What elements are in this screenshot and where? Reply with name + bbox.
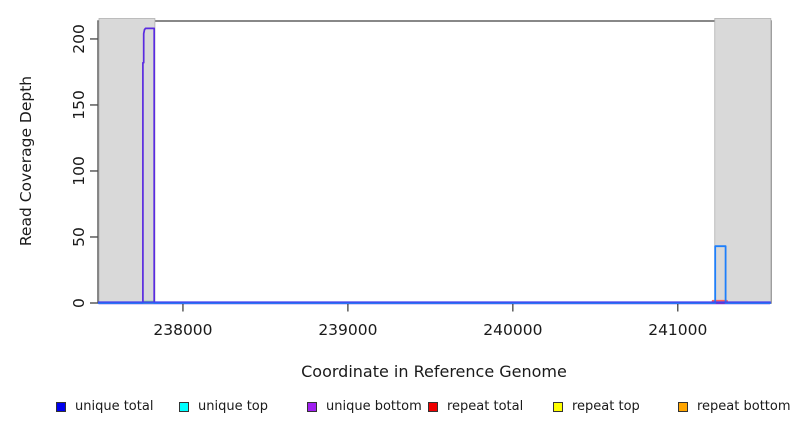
y-tick-label: 150: [70, 90, 88, 120]
legend-label-repeat-bottom: repeat bottom: [697, 399, 791, 414]
legend: unique total unique top unique bottom re…: [0, 399, 792, 417]
y-tick-label: 0: [70, 298, 88, 308]
legend-label-repeat-total: repeat total: [447, 399, 524, 414]
series-unique-top: [98, 245, 771, 304]
legend-swatch-repeat-total: [428, 402, 438, 412]
y-tick-label: 200: [70, 24, 88, 54]
legend-item-unique-top: unique top: [179, 399, 268, 415]
left-masked-region: [98, 18, 156, 304]
legend-swatch-unique-bottom: [307, 402, 317, 412]
y-tick-label: 50: [70, 227, 88, 247]
x-tick-label: 241000: [648, 321, 707, 339]
legend-swatch-repeat-bottom: [678, 402, 688, 412]
y-tick-label: 100: [70, 156, 88, 186]
legend-swatch-unique-top: [179, 402, 189, 412]
legend-label-unique-top: unique top: [198, 399, 269, 414]
x-tick-label: 238000: [153, 321, 212, 339]
legend-swatch-repeat-top: [553, 402, 563, 412]
legend-item-unique-total: unique total: [56, 399, 153, 415]
legend-item-unique-bottom: unique bottom: [307, 399, 422, 415]
right-masked-region: [714, 18, 772, 304]
legend-item-repeat-top: repeat top: [553, 399, 640, 415]
legend-item-repeat-bottom: repeat bottom: [678, 399, 791, 415]
legend-label-repeat-top: repeat top: [572, 399, 640, 414]
legend-label-unique-total: unique total: [75, 399, 154, 414]
x-axis-title: Coordinate in Reference Genome: [301, 362, 567, 381]
legend-item-repeat-total: repeat total: [428, 399, 523, 415]
x-tick-label: 240000: [483, 321, 542, 339]
x-tick-label: 239000: [318, 321, 377, 339]
y-axis-title: Read Coverage Depth: [17, 76, 35, 246]
plot-box-border: [97, 20, 772, 304]
legend-swatch-unique-total: [56, 402, 66, 412]
series-unique-bottom: [98, 27, 771, 304]
legend-label-unique-bottom: unique bottom: [326, 399, 422, 414]
